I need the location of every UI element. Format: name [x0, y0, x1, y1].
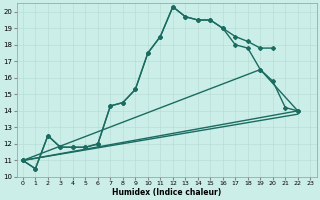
X-axis label: Humidex (Indice chaleur): Humidex (Indice chaleur): [112, 188, 221, 197]
